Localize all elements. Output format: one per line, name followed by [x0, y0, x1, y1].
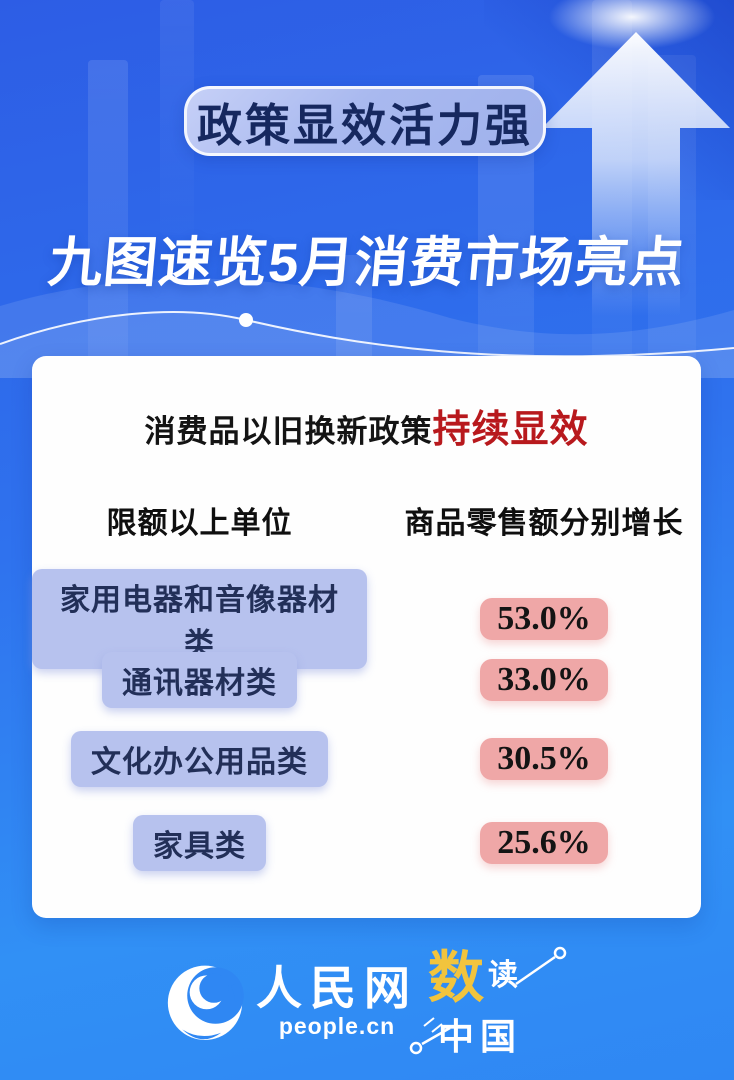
main-title: 九图速览5月消费市场亮点 [45, 233, 688, 293]
people-cn-domain: people.cn [278, 1012, 396, 1039]
category-pill: 家具类 [133, 815, 266, 871]
value-pill: 53.0% [480, 598, 608, 640]
value-pill: 30.5% [480, 738, 608, 780]
card-heading: 消费品以旧换新政策持续显效 [32, 398, 701, 453]
people-cn-name: 人民网 [256, 963, 418, 1014]
data-card: 消费品以旧换新政策持续显效 限额以上单位 商品零售额分别增长 家用电器和音像器材… [32, 356, 701, 918]
du-char: 读 [488, 959, 518, 992]
table-row: 通讯器材类 33.0% [32, 652, 701, 708]
column-header-left: 限额以上单位 [106, 507, 293, 540]
category-pill: 通讯器材类 [102, 652, 297, 708]
table-row: 家具类 25.6% [32, 815, 701, 871]
card-heading-prefix: 消费品以旧换新政策 [144, 414, 433, 449]
zhongguo-text: 中国 [438, 1017, 523, 1057]
up-arrow-icon [542, 32, 730, 316]
value-pill: 33.0% [480, 659, 608, 701]
category-pill: 文化办公用品类 [71, 731, 328, 787]
table-row: 文化办公用品类 30.5% [32, 731, 701, 787]
people-cn-logo: 人民网 people.cn [164, 960, 418, 1044]
policy-badge-label: 政策显效活力强 [196, 100, 533, 151]
value-pill: 25.6% [480, 822, 608, 864]
shu-char: 数 [428, 948, 484, 1010]
line-dot-decoration [409, 946, 567, 1055]
wave-dot [239, 313, 253, 327]
card-heading-highlight: 持续显效 [432, 409, 589, 451]
globe-icon [167, 965, 244, 1040]
shudu-zhongguo-logo: 数读 中国 [408, 942, 583, 1062]
policy-badge: 政策显效活力强 [184, 86, 546, 156]
column-headers: 限额以上单位 商品零售额分别增长 [32, 498, 701, 542]
column-header-right: 商品零售额分别增长 [404, 507, 684, 540]
